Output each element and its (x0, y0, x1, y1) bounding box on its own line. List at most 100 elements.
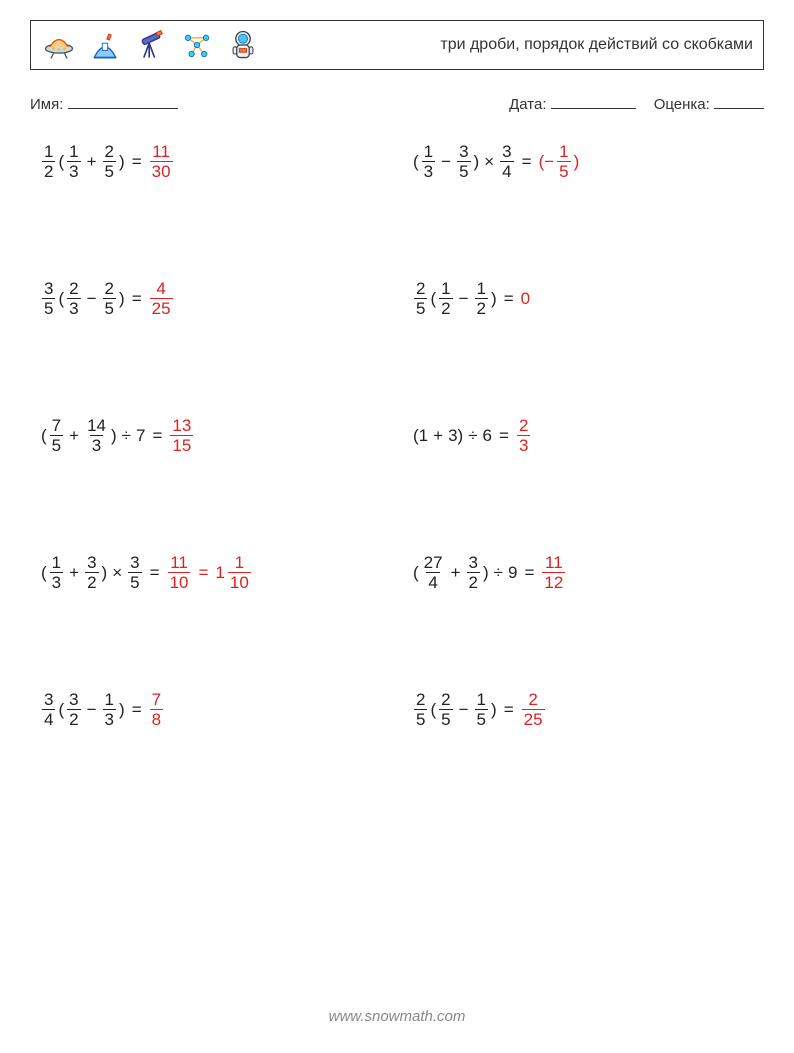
worksheet-page: три дроби, порядок действий со скобками … (0, 0, 794, 1053)
fraction-denominator: 3 (103, 709, 116, 728)
problem-answer: 1110=1110 (166, 554, 253, 591)
fraction-numerator: 1 (233, 554, 246, 572)
fraction-denominator: 4 (42, 709, 55, 728)
ufo-icon (41, 27, 77, 63)
fraction-denominator: 3 (50, 572, 63, 591)
fraction: 15 (475, 691, 488, 728)
expression-text: ) (111, 426, 117, 446)
fraction-denominator: 5 (103, 161, 116, 180)
operator: ÷ (494, 563, 503, 583)
fraction-numerator: 1 (42, 143, 55, 161)
operator: + (451, 563, 461, 583)
fraction-denominator: 2 (439, 298, 452, 317)
fraction-numerator: 27 (422, 554, 445, 572)
problem-10: 25(25−15)=225 (412, 691, 754, 728)
operator: − (87, 289, 97, 309)
expression-text: ( (41, 563, 47, 583)
fraction-numerator: 7 (50, 417, 63, 435)
fraction-denominator: 5 (128, 572, 141, 591)
fraction-numerator: 1 (439, 280, 452, 298)
fraction-denominator: 5 (439, 709, 452, 728)
fraction-numerator: 11 (543, 554, 565, 572)
fraction-denominator: 4 (500, 161, 513, 180)
date-underline (551, 94, 636, 109)
worksheet-title: три дроби, порядок действий со скобками (440, 36, 753, 54)
fraction-denominator: 30 (150, 161, 173, 180)
astronaut-icon (225, 27, 261, 63)
expression-text: ( (41, 426, 47, 446)
fraction-numerator: 2 (103, 143, 116, 161)
fraction-numerator: 1 (67, 143, 80, 161)
fraction-numerator: 1 (557, 143, 570, 161)
fraction: 13 (50, 554, 63, 591)
fraction-denominator: 5 (50, 435, 63, 454)
operator: − (459, 289, 469, 309)
fraction: 13 (67, 143, 80, 180)
expression-text: ( (430, 289, 436, 309)
fraction: 13 (103, 691, 116, 728)
fraction-numerator: 3 (500, 143, 513, 161)
fraction-numerator: 4 (154, 280, 167, 298)
fraction: 32 (467, 554, 480, 591)
expression-text: 6 (483, 426, 492, 446)
fraction-denominator: 5 (414, 298, 427, 317)
problem-expression: (13−35)×34 (412, 143, 516, 180)
problem-3: 35(23−25)=425 (40, 280, 382, 317)
telescope-icon (133, 27, 169, 63)
fraction-numerator: 3 (128, 554, 141, 572)
problem-8: (274+32)÷9=1112 (412, 554, 754, 591)
problem-6: (1+3)÷6=23 (412, 417, 754, 454)
expression-text: ( (430, 700, 436, 720)
fraction-denominator: 4 (426, 572, 439, 591)
fraction-denominator: 5 (103, 298, 116, 317)
problems-grid: 12(13+25)=1130(13−35)×34=(−15)35(23−25)=… (30, 143, 764, 728)
equals-sign: = (504, 289, 514, 309)
problem-answer: 1112 (540, 554, 567, 591)
fraction-denominator: 3 (422, 161, 435, 180)
info-line: Имя: Дата: Оценка: (30, 94, 764, 113)
date-label: Дата: (509, 96, 546, 113)
fraction-denominator: 12 (542, 572, 565, 591)
expression-text: 7 (136, 426, 145, 446)
fraction-numerator: 2 (439, 691, 452, 709)
problem-1: 12(13+25)=1130 (40, 143, 382, 180)
observatory-icon (87, 27, 123, 63)
equals-sign: = (132, 152, 142, 172)
fraction: 25 (439, 691, 452, 728)
problem-expression: 25(12−12) (412, 280, 498, 317)
fraction-denominator: 5 (557, 161, 570, 180)
expression-text: ( (413, 152, 419, 172)
problem-answer: (−15) (538, 143, 581, 180)
equals-sign: = (524, 563, 534, 583)
fraction: 12 (439, 280, 452, 317)
fraction: 1110 (168, 554, 191, 591)
operator: ÷ (468, 426, 477, 446)
operator: − (441, 152, 451, 172)
operator: + (69, 563, 79, 583)
fraction-numerator: 2 (414, 691, 427, 709)
fraction: 32 (67, 691, 80, 728)
problem-answer: 1130 (148, 143, 175, 180)
fraction-numerator: 1 (475, 280, 488, 298)
problem-4: 25(12−12) = 0 (412, 280, 754, 317)
operator: ÷ (122, 426, 131, 446)
molecule-icon (179, 27, 215, 63)
expression-text: ( (58, 152, 64, 172)
fraction: 25 (414, 691, 427, 728)
fraction-denominator: 25 (150, 298, 173, 317)
fraction-numerator: 11 (168, 554, 190, 572)
operator: + (87, 152, 97, 172)
expression-text: ( (58, 289, 64, 309)
problem-expression: 34(32−13) (40, 691, 126, 728)
fraction-denominator: 5 (475, 709, 488, 728)
fraction-numerator: 13 (170, 417, 193, 435)
expression-text: 0 (521, 289, 530, 309)
fraction: 143 (85, 417, 108, 454)
equals-sign: = (132, 289, 142, 309)
grade-label: Оценка: (654, 96, 710, 113)
expression-text: ) (119, 700, 125, 720)
fraction: 35 (128, 554, 141, 591)
fraction: 25 (103, 280, 116, 317)
date-field: Дата: (509, 94, 636, 113)
fraction-numerator: 3 (467, 554, 480, 572)
